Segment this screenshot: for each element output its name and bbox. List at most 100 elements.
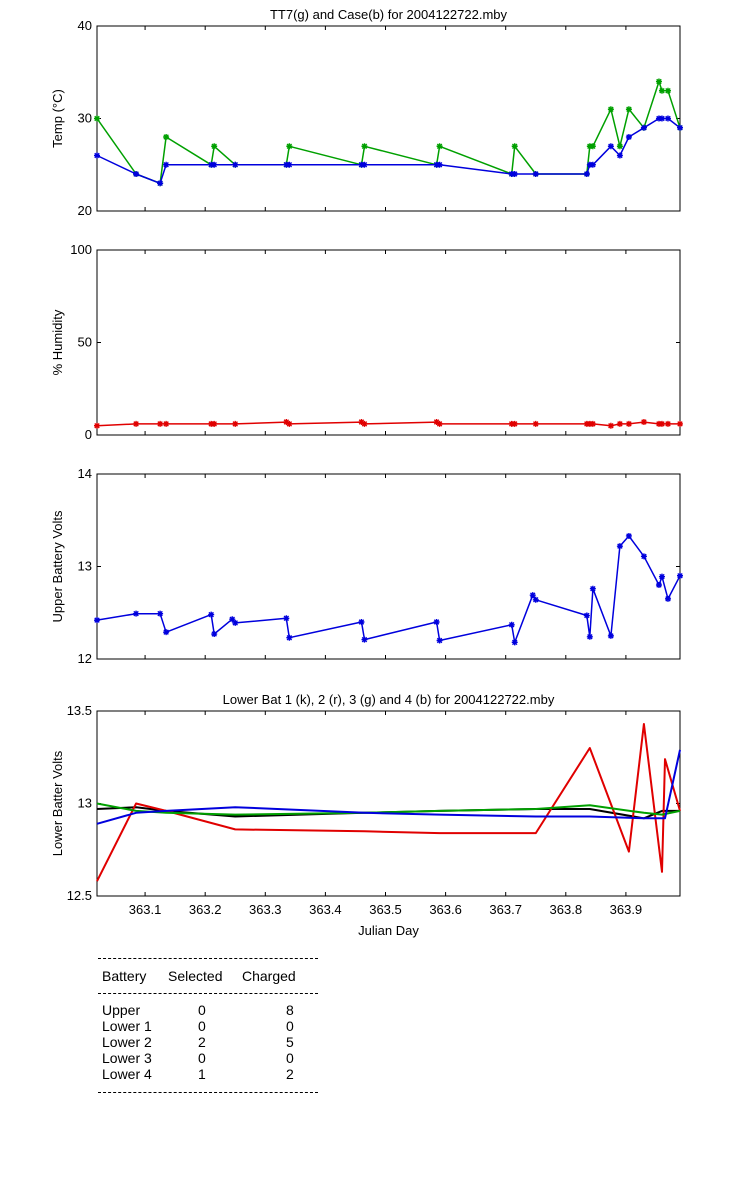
table-header-row: Battery Selected Charged — [98, 959, 318, 993]
panel3-series-1-point — [607, 632, 614, 639]
panel1-series-2-point — [532, 171, 539, 177]
panel2-series-1-point — [607, 422, 614, 429]
panel4-title: Lower Bat 1 (k), 2 (r), 3 (g) and 4 (b) … — [223, 692, 555, 707]
table-cell-battery: Lower 2 — [102, 1034, 152, 1050]
panel3-series-1-point — [583, 612, 590, 619]
panel1-series-2-point — [589, 161, 596, 168]
panel3-series-1-point — [433, 619, 440, 625]
panel2-series-1-point — [436, 420, 443, 427]
panel2-series-1-point — [583, 420, 590, 427]
panel2-y-tick-label: 100 — [70, 242, 92, 257]
panel2-series-1-point — [589, 420, 596, 427]
panel3-series-1-point — [625, 532, 632, 539]
panel1-series-2-point — [655, 115, 662, 122]
panel1-series-1-point — [655, 78, 662, 85]
panel3-series-1-point — [532, 596, 539, 603]
panel1-series-2-point — [361, 161, 368, 168]
panel3-series-1-point — [655, 582, 662, 588]
panel1-title: TT7(g) and Case(b) for 2004122722.mby — [270, 7, 508, 22]
panel4-y-tick-label: 13.5 — [67, 703, 92, 718]
header-selected: Selected — [168, 968, 223, 984]
x-axis-label: Julian Day — [358, 923, 419, 938]
panel2-series-1-point — [677, 420, 683, 427]
panel1-series-2-point — [283, 161, 290, 168]
header-battery: Battery — [102, 968, 147, 984]
x-tick-label: 363.1 — [129, 902, 162, 917]
panel3-plot-frame — [96, 473, 681, 660]
table-row: Lower 4 1 2 — [98, 1066, 318, 1082]
panel4-plot-frame — [96, 710, 681, 897]
panel2-series-1-point — [586, 420, 593, 427]
panel3-y-tick-label: 14 — [78, 466, 92, 481]
table-bottom-rule — [98, 1092, 318, 1093]
panel2-series-1-point — [625, 420, 632, 427]
battery-table: Battery Selected Charged Upper 0 8 Lower… — [98, 958, 318, 1093]
panel3-series-1-point — [163, 629, 170, 636]
panel1-series-1-point — [286, 143, 293, 150]
table-cell-charged: 5 — [286, 1034, 294, 1050]
panel1-y-tick-label: 40 — [78, 18, 92, 33]
panel1-series-1-point — [589, 143, 596, 150]
panel3-series-1-point — [133, 610, 140, 617]
panel3-series-1-point — [358, 619, 365, 625]
panel1-series-1-point — [94, 115, 100, 122]
table-cell-selected: 0 — [198, 1002, 206, 1018]
panel3-series-1-point — [508, 621, 515, 628]
table-cell-selected: 2 — [198, 1034, 206, 1050]
panel4-y-axis-label: Lower Batter Volts — [50, 750, 65, 856]
panel1-series-1-point — [658, 87, 665, 94]
panel2-series-1-point — [508, 420, 515, 427]
panel3-series-1-point — [640, 553, 647, 560]
x-tick-label: 363.4 — [309, 902, 342, 917]
panel1-series-1-point — [436, 143, 443, 150]
x-tick-label: 363.3 — [249, 902, 282, 917]
panel2-series-1-point — [208, 420, 215, 427]
panel3-series-1-point — [208, 611, 215, 618]
panel1-series-2-point — [658, 115, 665, 122]
panel2-series-1-point — [211, 420, 218, 427]
panel1-y-axis-label: Temp (°C) — [50, 89, 65, 148]
panel2-series-1-point — [358, 419, 365, 426]
panel1-series-1-point — [616, 143, 623, 150]
panel2-y-axis-label: % Humidity — [50, 309, 65, 375]
panel2-series-1-point — [286, 420, 293, 427]
panel3-series-1-point — [361, 636, 368, 643]
panel1-series-1-point — [211, 143, 218, 150]
panel1-series-2-point — [583, 171, 590, 177]
panel3-series-1-point — [229, 616, 236, 623]
panel1-series-2-point — [94, 152, 100, 159]
panel3-y-axis-label: Upper Battery Volts — [50, 510, 65, 622]
table-row: Lower 1 0 0 — [98, 1018, 318, 1034]
panel2-plot-frame — [96, 249, 681, 436]
table-row: Upper 0 8 — [98, 1002, 318, 1018]
panel2-series-1-point — [511, 420, 518, 427]
table-cell-charged: 0 — [286, 1018, 294, 1034]
panel2-series-1-point — [658, 420, 665, 427]
x-tick-label: 363.8 — [550, 902, 583, 917]
panel3-series-1-point — [589, 585, 596, 592]
panel1-series-2-point — [664, 115, 671, 122]
panel3-series-1-point — [658, 573, 665, 580]
table-cell-charged: 0 — [286, 1050, 294, 1066]
table-cell-selected: 0 — [198, 1050, 206, 1066]
panel1-series-2-point — [133, 171, 140, 177]
panel2-series-1-point — [94, 422, 100, 429]
panel3-y-tick-label: 12 — [78, 651, 92, 666]
panel4-series-4-line — [96, 749, 681, 825]
panel1-series-2-point — [508, 171, 515, 177]
x-tick-label: 363.7 — [489, 902, 522, 917]
panel2-y-tick-label: 0 — [85, 427, 92, 442]
x-tick-label: 363.2 — [189, 902, 222, 917]
panel4-y-tick-label: 12.5 — [67, 888, 92, 903]
panel3-series-1-point — [232, 619, 239, 626]
panel2-series-1-point — [433, 419, 440, 426]
panel2-series-1-point — [532, 420, 539, 427]
panel1-y-tick-label: 20 — [78, 203, 92, 218]
x-tick-label: 363.9 — [610, 902, 643, 917]
table-cell-charged: 2 — [286, 1066, 294, 1082]
x-tick-label: 363.5 — [369, 902, 402, 917]
panel3-series-1-point — [677, 572, 683, 579]
table-cell-selected: 0 — [198, 1018, 206, 1034]
panel1-series-2-point — [358, 161, 365, 168]
panel1-series-2-point — [640, 124, 647, 131]
